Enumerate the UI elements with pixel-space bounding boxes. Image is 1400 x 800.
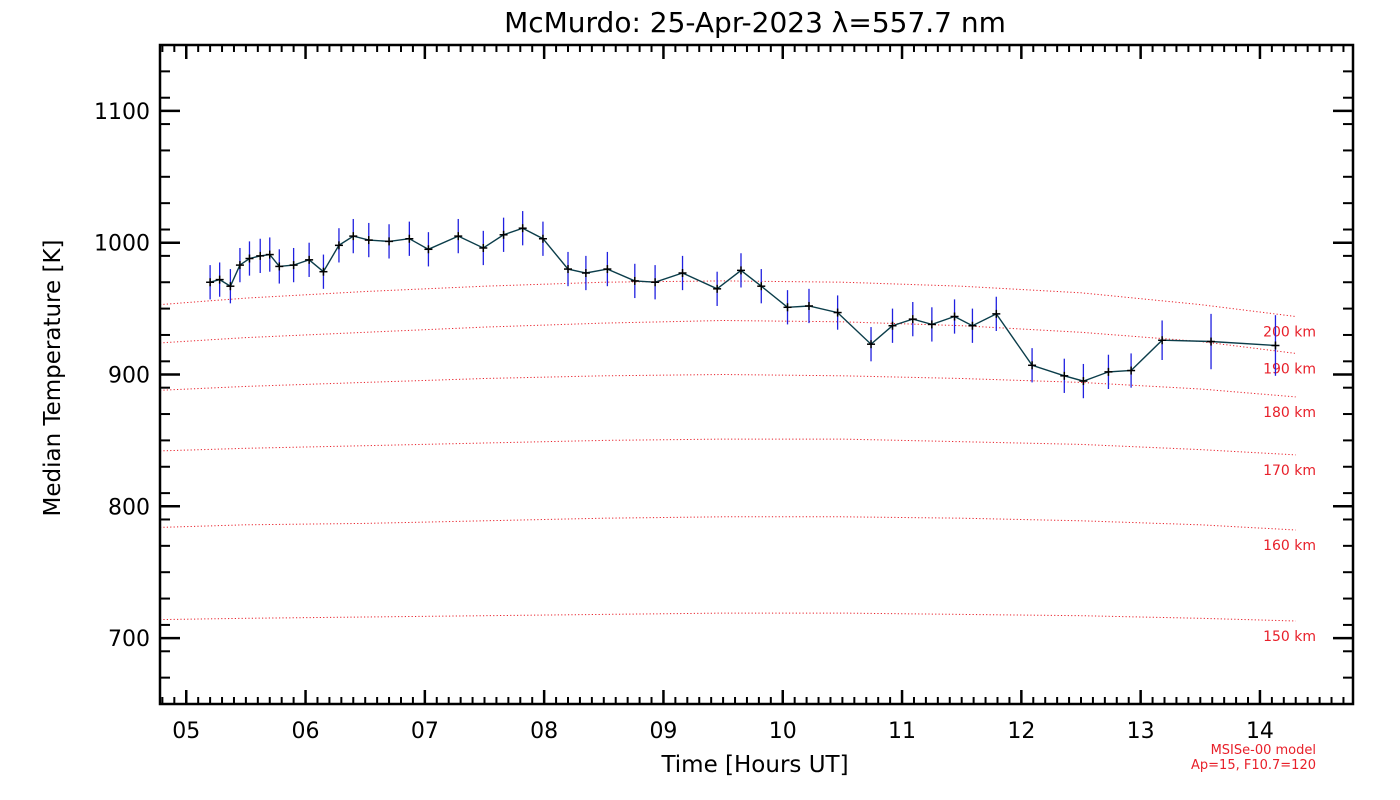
model-curve-label-1: 190 km	[1263, 361, 1316, 377]
axes-layer: 05 06 07 08 09 10 11 12 13 14 700 800 900 1000 1100	[94, 43, 1355, 744]
data-point-2	[226, 282, 235, 291]
data-point-16	[424, 245, 433, 254]
data-point-46	[1158, 336, 1167, 345]
x-tick-label: 10	[769, 719, 797, 744]
data-point-29	[736, 266, 745, 275]
model-curves-layer: 200 km 190 km 180 km 170 km 160 km 150 km	[159, 280, 1316, 645]
data-point-42	[1060, 371, 1069, 380]
y-tick-label: 1000	[94, 232, 150, 257]
x-tick-label: 13	[1127, 719, 1155, 744]
data-point-12	[349, 232, 358, 241]
y-tick-label: 1100	[94, 100, 150, 125]
data-point-13	[364, 236, 373, 245]
x-tick-label: 11	[888, 719, 916, 744]
x-tick-label: 05	[172, 719, 200, 744]
model-curve-2	[159, 373, 1296, 398]
model-curve-3	[159, 438, 1296, 456]
data-point-4	[245, 254, 254, 263]
y-tick-label: 700	[108, 627, 150, 652]
data-point-38	[950, 312, 959, 321]
data-point-41	[1028, 361, 1037, 370]
data-point-9	[305, 255, 314, 264]
data-point-22	[564, 265, 573, 274]
data-point-1	[215, 275, 224, 284]
data-point-31	[783, 303, 792, 312]
y-tick-label: 800	[108, 495, 150, 520]
data-point-47	[1207, 337, 1216, 346]
model-curve-4	[159, 516, 1296, 531]
model-curve-label-0: 200 km	[1263, 325, 1316, 341]
data-point-35	[888, 321, 897, 330]
y-axis-title: Median Temperature [K]	[40, 240, 66, 517]
model-curve-5	[159, 612, 1296, 622]
data-point-17	[454, 232, 463, 241]
data-point-24	[603, 265, 612, 274]
data-point-14	[385, 237, 394, 246]
model-curve-1	[159, 319, 1296, 354]
series-line	[209, 227, 1276, 382]
data-point-18	[479, 243, 488, 252]
data-point-6	[265, 250, 274, 259]
data-point-48	[1271, 341, 1280, 350]
x-tick-label: 08	[530, 719, 558, 744]
y-tick-label: 900	[108, 364, 150, 389]
model-note-line2: Ap=15, F10.7=120	[1191, 758, 1316, 773]
data-point-44	[1104, 367, 1113, 376]
x-tick-label: 07	[411, 719, 439, 744]
data-series-layer	[206, 211, 1280, 399]
model-curve-label-4: 160 km	[1263, 538, 1316, 554]
data-point-3	[235, 261, 244, 270]
data-point-23	[581, 269, 590, 278]
data-point-25	[630, 276, 639, 285]
x-axis-title: Time [Hours UT]	[660, 752, 848, 778]
data-point-36	[908, 315, 917, 324]
data-point-32	[804, 301, 813, 310]
data-point-10	[319, 267, 328, 276]
data-point-19	[499, 230, 508, 239]
data-point-5	[256, 251, 265, 260]
model-curve-label-2: 180 km	[1263, 405, 1316, 421]
data-point-21	[538, 234, 547, 243]
model-note-line1: MSISe-00 model	[1211, 743, 1316, 758]
data-point-0	[206, 278, 215, 287]
data-point-39	[968, 321, 977, 330]
x-tick-label: 09	[649, 719, 677, 744]
data-point-20	[518, 224, 527, 233]
model-curve-0	[159, 280, 1296, 317]
data-point-8	[289, 261, 298, 270]
data-point-33	[833, 308, 842, 317]
data-point-40	[992, 309, 1001, 318]
chart-title: McMurdo: 25-Apr-2023 λ=557.7 nm	[504, 6, 1006, 39]
data-point-15	[405, 234, 414, 243]
x-tick-label: 06	[292, 719, 320, 744]
data-point-45	[1127, 366, 1136, 375]
plot-frame	[158, 43, 1355, 706]
data-point-26	[651, 278, 660, 287]
data-point-28	[713, 284, 722, 293]
x-tick-label: 14	[1246, 719, 1274, 744]
x-tick-label: 12	[1007, 719, 1035, 744]
data-point-30	[757, 282, 766, 291]
model-curve-label-3: 170 km	[1263, 463, 1316, 479]
data-point-34	[867, 340, 876, 349]
data-point-37	[927, 320, 936, 329]
data-point-11	[334, 241, 343, 250]
model-curve-label-5: 150 km	[1263, 629, 1316, 645]
data-point-43	[1079, 377, 1088, 386]
data-point-27	[678, 269, 687, 278]
data-point-7	[275, 262, 284, 271]
